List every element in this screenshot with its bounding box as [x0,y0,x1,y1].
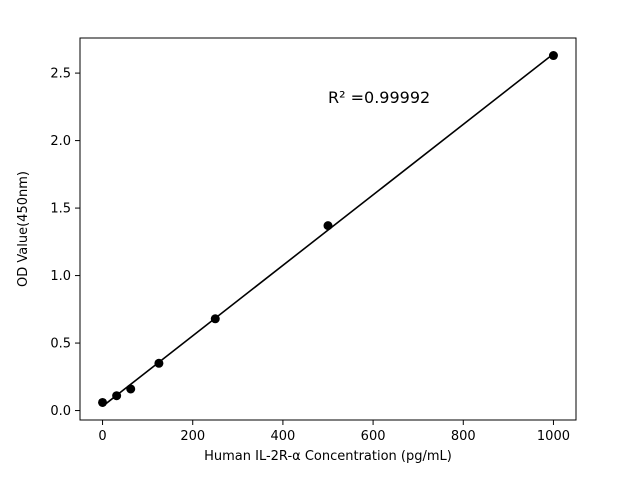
y-tick-label: 0.0 [50,404,71,419]
data-point [210,314,220,324]
data-point [112,391,122,401]
y-tick-label: 1.5 [50,202,71,217]
data-point [98,397,108,407]
x-tick-label: 800 [451,429,476,444]
r-squared-annotation: R² =0.99992 [328,88,430,107]
y-tick-label: 0.5 [50,337,71,352]
x-tick-label: 0 [98,429,106,444]
x-axis-label: Human IL-2R-α Concentration (pg/mL) [204,449,452,464]
x-tick-label: 1000 [537,429,570,444]
data-point [323,221,333,231]
data-point [548,51,558,61]
x-tick-label: 400 [270,429,295,444]
y-tick-label: 2.0 [50,134,71,149]
y-tick-label: 2.5 [50,67,71,82]
plot-area: 0 200 400 600 800 1000 0.0 0.5 1.0 1.5 2.0 2.5 [50,37,577,444]
x-tick-label: 200 [180,429,205,444]
y-tick-label: 1.0 [50,269,71,284]
data-point [154,358,164,368]
plot-border [79,37,577,421]
y-axis-label: OD Value(450nm) [16,171,31,287]
x-tick-label: 600 [361,429,386,444]
data-point [126,384,136,394]
